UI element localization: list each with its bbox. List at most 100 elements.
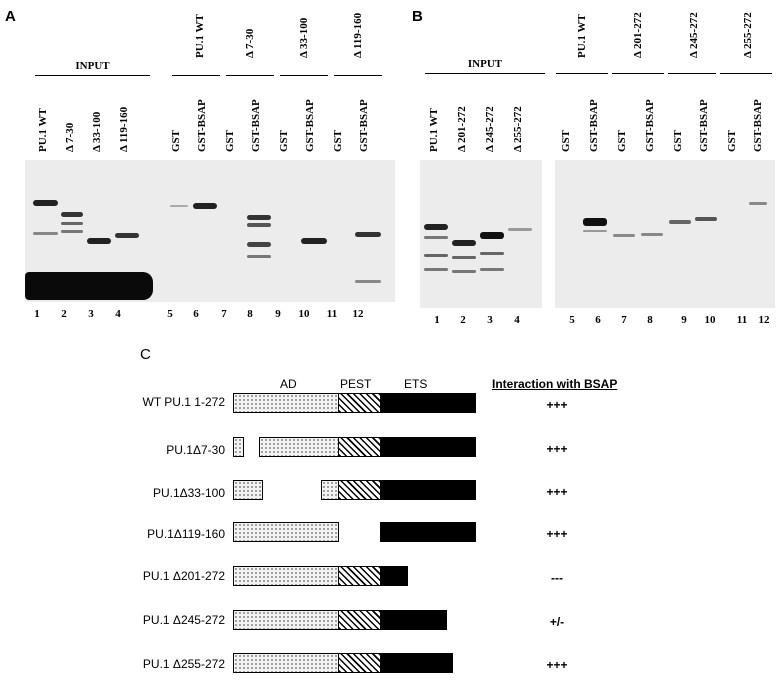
ad-domain [321,480,339,500]
band [424,224,448,230]
construct-label: PU.1Δ7-30 [166,443,225,457]
lane-header: GST [672,129,684,152]
band [301,238,327,244]
group-line [612,73,664,74]
lane-header: Δ 33-100 [91,111,103,152]
band [452,256,476,259]
domain-label-pest: PEST [340,377,372,391]
ad-domain [233,393,339,413]
lane-number: 7 [221,308,227,320]
group-line [35,75,150,76]
ets-domain [380,522,476,542]
band [424,254,448,257]
group-label-input: INPUT [467,58,503,70]
lane-number: 6 [595,314,601,326]
lane-number: 9 [681,314,687,326]
band [247,242,271,247]
band [641,233,663,236]
band [247,223,271,227]
construct-label: PU.1 Δ245-272 [142,613,225,627]
gel-panel-b-pulldown [555,160,775,308]
band [480,268,504,271]
lane-number: 4 [514,314,520,326]
domain-label-ets: ETS [404,377,428,391]
construct-label: PU.1Δ33-100 [152,486,225,500]
group-label-d119-160: Δ 119-160 [352,12,364,58]
ad-domain [233,522,339,542]
group-label-d255-272: Δ 255-272 [742,12,754,58]
ets-domain [380,566,408,586]
band [583,230,607,232]
group-label-pu1-wt: PU.1 WT [194,14,206,58]
lane-header: Δ 255-272 [512,106,524,152]
lane-header: GST-BSAP [588,99,600,152]
band [749,202,767,205]
interaction-value: +++ [546,398,568,412]
panel-c-letter: C [140,346,151,363]
panel-b-letter: B [412,8,423,25]
interaction-value: +++ [546,527,568,541]
gel-panel-a [25,160,395,302]
interaction-value: +++ [546,442,568,456]
interaction-value: --- [551,571,563,585]
band [115,233,139,238]
panel-a-letter: A [5,8,16,25]
group-label-d245-272: Δ 245-272 [688,12,700,58]
lane-number: 12 [758,314,770,326]
band [33,232,58,235]
construct-label: PU.1 Δ255-272 [142,657,225,671]
interaction-value: +++ [546,485,568,499]
band [247,215,271,220]
lane-number: 12 [352,308,364,320]
band-dye-front [25,272,153,300]
ets-domain [380,610,447,630]
band [480,232,504,239]
interaction-value: +/- [549,615,565,629]
group-line [334,75,382,76]
pest-domain [338,653,381,673]
band [355,232,381,237]
lane-number: 1 [434,314,440,326]
lane-number: 8 [247,308,253,320]
group-line [280,75,328,76]
band [87,238,111,244]
lane-header: Δ 201-272 [456,106,468,152]
lane-number: 3 [88,308,94,320]
pest-domain [338,437,381,457]
ets-domain [380,480,476,500]
band [355,280,381,283]
lane-number: 5 [569,314,575,326]
group-line [226,75,274,76]
band [452,240,476,246]
domain-label-ad: AD [280,377,297,391]
lane-header: GST-BSAP [698,99,710,152]
ad-domain [233,566,339,586]
lane-number: 3 [487,314,493,326]
ad-domain [233,610,339,630]
ets-domain [380,393,476,413]
construct-label: WT PU.1 1-272 [142,395,225,409]
band [669,220,691,224]
lane-number: 11 [326,308,338,320]
lane-header: GST [278,129,290,152]
lane-number: 8 [647,314,653,326]
ets-domain [380,437,476,457]
ad-domain [233,653,339,673]
group-line [668,73,716,74]
band [424,268,448,271]
band [193,203,217,209]
lane-number: 2 [460,314,466,326]
lane-header: GST [170,129,182,152]
band [480,252,504,255]
group-label-d7-30: Δ 7-30 [244,28,256,58]
pest-domain [338,610,381,630]
interaction-value: +++ [546,658,568,672]
group-label-pu1-wt: PU.1 WT [576,14,588,58]
group-label-input: INPUT [75,60,110,72]
lane-header: GST-BSAP [304,99,316,152]
group-line [172,75,220,76]
lane-number: 1 [34,308,40,320]
construct-label: PU.1Δ119-160 [147,527,225,541]
pest-domain [338,480,381,500]
band [170,205,188,207]
